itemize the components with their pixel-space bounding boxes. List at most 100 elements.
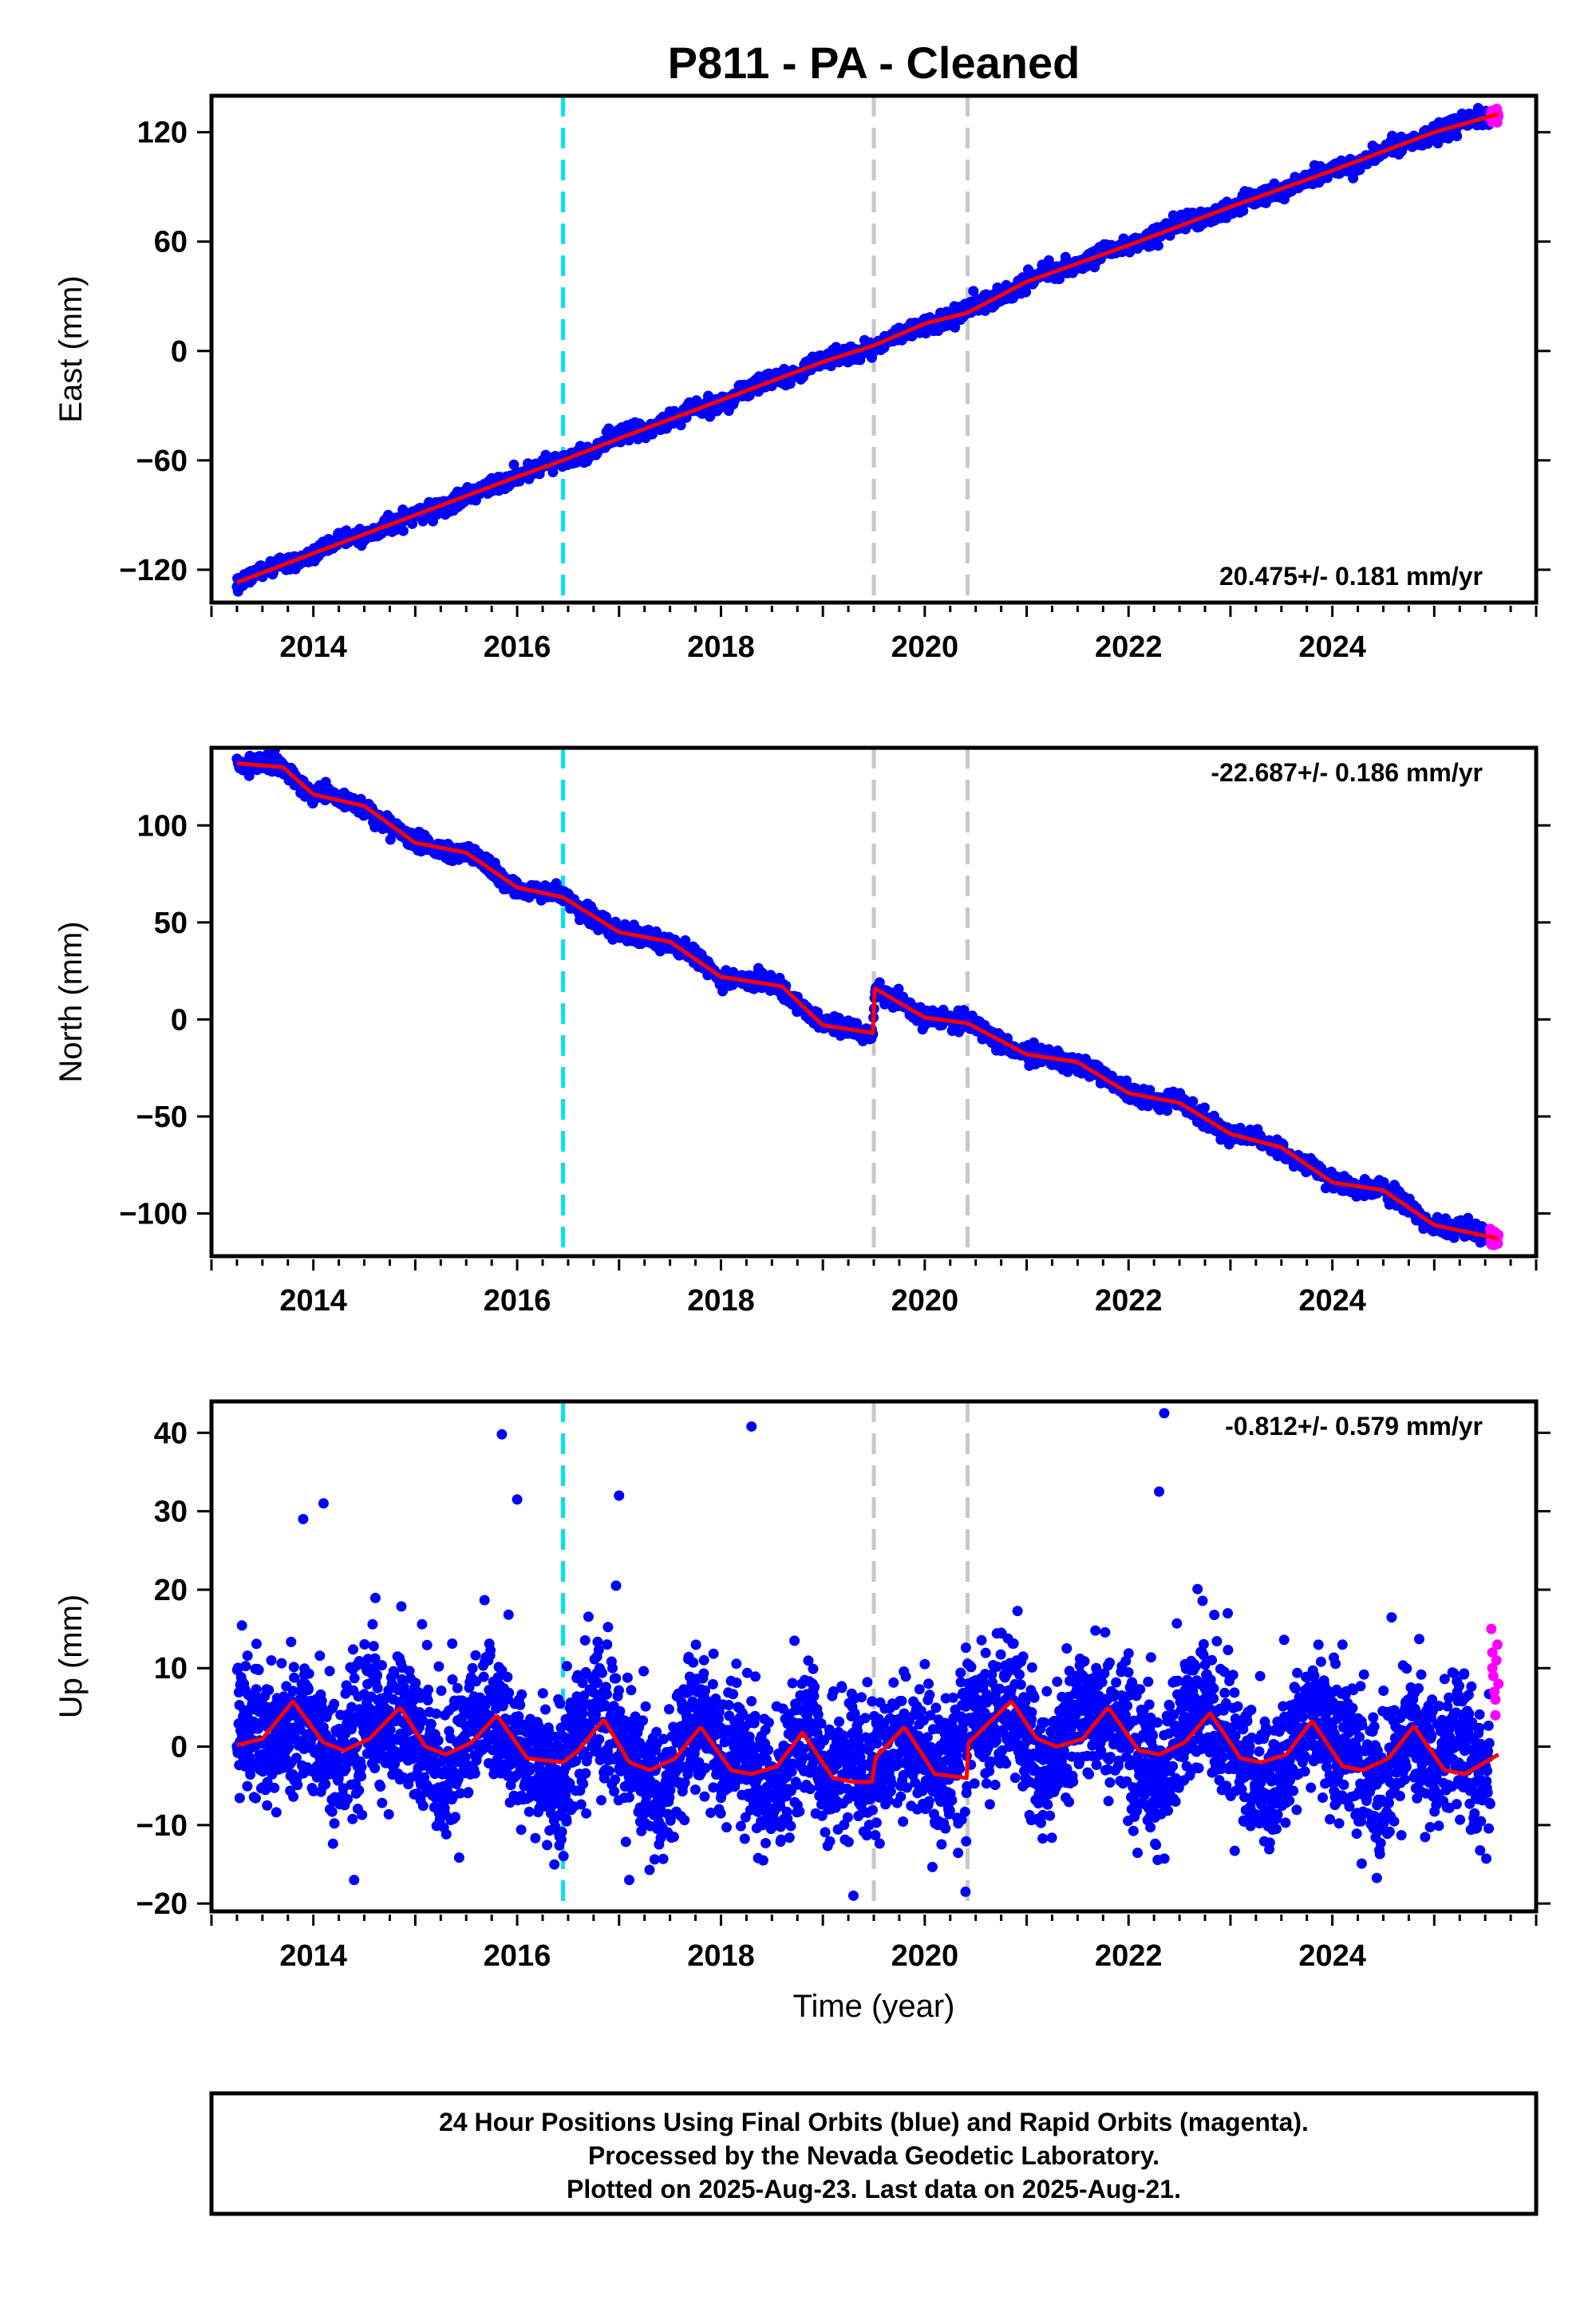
rate-annotation: 20.475+/- 0.181 mm/yr <box>1219 562 1483 591</box>
data-point <box>346 1701 358 1713</box>
data-point <box>263 1685 275 1696</box>
data-point <box>372 1682 383 1694</box>
data-point <box>417 1715 429 1726</box>
data-point <box>369 1763 381 1773</box>
data-point <box>417 1618 428 1630</box>
data-point <box>329 1818 340 1829</box>
data-point <box>290 1753 302 1764</box>
y-tick-label: 0 <box>171 335 188 369</box>
data-point <box>356 1761 367 1773</box>
data-point <box>324 1666 335 1677</box>
data-point <box>287 1686 298 1697</box>
data-point <box>236 1620 247 1631</box>
data-point <box>375 1781 386 1792</box>
data-point <box>368 1641 379 1652</box>
x-tick-label: 2016 <box>484 630 551 664</box>
data-point <box>397 525 409 536</box>
data-point <box>242 1780 253 1792</box>
x-tick-label: 2020 <box>891 1284 959 1318</box>
x-tick-label: 2024 <box>1298 1284 1366 1318</box>
data-point <box>329 1698 340 1709</box>
data-point <box>1452 131 1463 141</box>
data-point <box>292 1780 303 1791</box>
y-tick-label: −50 <box>136 1101 188 1134</box>
data-point <box>407 518 418 529</box>
data-point <box>369 1592 381 1603</box>
y-tick-label: 120 <box>137 117 188 150</box>
data-point <box>249 1757 260 1769</box>
data-point <box>359 1638 370 1650</box>
data-point <box>1152 240 1163 251</box>
y-axis-label: East (mm) <box>53 275 89 422</box>
rapid-point <box>1492 1238 1503 1249</box>
x-tick-label: 2014 <box>279 630 347 664</box>
data-point <box>251 1684 262 1695</box>
y-tick-label: 60 <box>154 226 188 259</box>
data-point <box>1187 1096 1199 1107</box>
y-tick-label: −60 <box>136 445 188 478</box>
data-point <box>253 1665 264 1675</box>
y-axis-label: North (mm) <box>53 921 89 1082</box>
data-point <box>262 1800 273 1811</box>
x-tick-label: 2024 <box>1298 630 1366 664</box>
x-tick-label: 2022 <box>1095 1284 1163 1318</box>
model-fit-line <box>236 112 1499 585</box>
data-point <box>262 1777 273 1788</box>
data-point <box>289 1672 300 1683</box>
data-point <box>417 1800 429 1812</box>
y-tick-label: −120 <box>119 554 188 587</box>
data-point <box>421 1639 433 1650</box>
data-point <box>383 1808 394 1820</box>
data-point <box>367 1618 378 1630</box>
panel-frame <box>209 745 1539 1259</box>
data-point <box>404 1666 415 1677</box>
data-point <box>333 1773 344 1784</box>
data-point <box>314 1650 326 1662</box>
data-point <box>271 1807 282 1818</box>
data-point <box>316 1695 327 1706</box>
data-point <box>347 1813 358 1824</box>
data-point <box>950 322 961 333</box>
data-point <box>242 1650 253 1662</box>
data-point <box>251 1638 262 1650</box>
data-point <box>288 1791 299 1802</box>
data-point <box>422 1695 433 1705</box>
data-point <box>308 1785 319 1796</box>
data-point <box>369 1653 381 1664</box>
data-point <box>327 1838 338 1849</box>
panel-east: 2014 2016 2018 2020 2022 2024−120−60060120Eas… <box>53 93 1551 664</box>
x-tick-label: 2016 <box>484 1284 551 1318</box>
data-point <box>303 1683 314 1694</box>
data-point <box>354 1784 365 1796</box>
data-point <box>245 1769 256 1780</box>
data-point <box>396 1601 407 1612</box>
data-point <box>320 1779 331 1790</box>
data-point <box>276 1658 287 1669</box>
data-point <box>968 286 979 297</box>
data-point <box>240 1661 251 1672</box>
data-point <box>372 1670 382 1682</box>
data-point <box>340 1688 351 1699</box>
x-tick-label: 2018 <box>687 1284 755 1318</box>
data-point <box>357 1809 368 1820</box>
panel-north: 2014 2016 2018 2020 2022 2024−100−50050100Nor… <box>53 745 1551 1318</box>
data-point <box>348 1644 358 1655</box>
data-point <box>283 1742 294 1753</box>
panel-frame <box>209 93 1539 605</box>
plot-title: P811 - PA - Cleaned <box>668 38 1080 88</box>
data-point <box>269 1782 280 1793</box>
data-point <box>288 1662 299 1673</box>
data-point <box>398 1681 409 1692</box>
model-fit-line <box>236 761 1499 1241</box>
data-point <box>1199 1102 1210 1113</box>
data-point <box>389 1668 400 1679</box>
y-tick-label: −100 <box>119 1198 188 1231</box>
data-point <box>338 1783 349 1794</box>
x-tick-label: 2014 <box>279 1284 347 1318</box>
rate-annotation: -22.687+/- 0.186 mm/yr <box>1211 758 1483 787</box>
data-point <box>380 1693 391 1704</box>
data-point <box>377 1797 388 1808</box>
data-point <box>349 1673 360 1684</box>
data-point <box>1021 287 1032 298</box>
